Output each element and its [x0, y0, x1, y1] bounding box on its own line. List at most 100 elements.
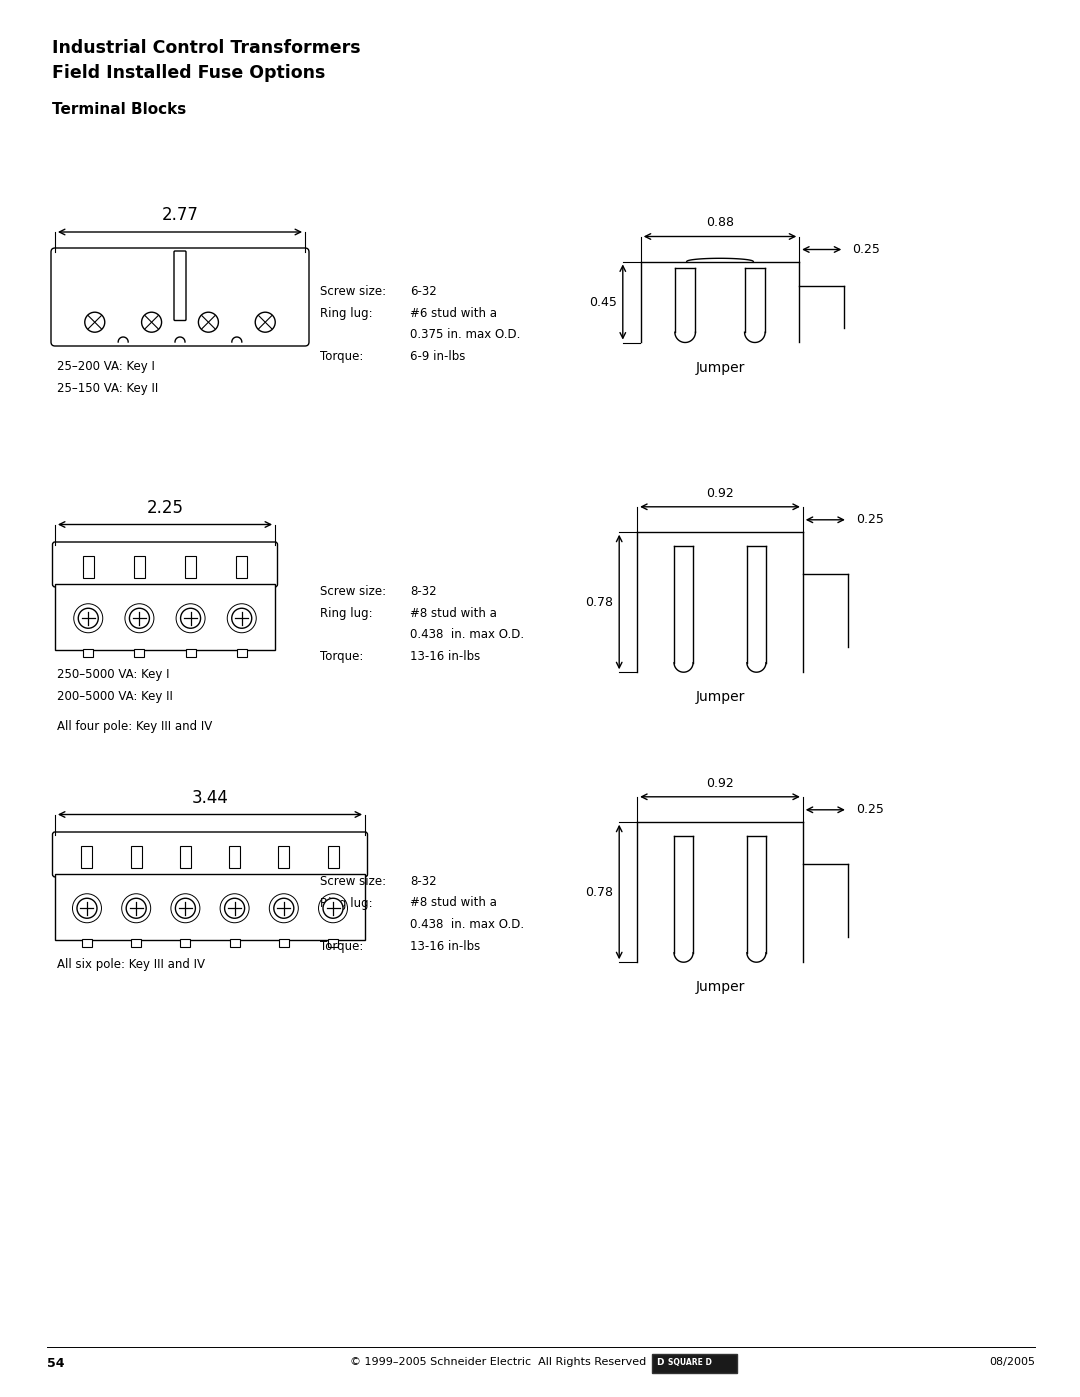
Text: 0.25: 0.25	[852, 243, 880, 256]
Text: 0.438  in. max O.D.: 0.438 in. max O.D.	[410, 629, 524, 641]
Text: 6-32: 6-32	[410, 285, 436, 298]
Text: 0.92: 0.92	[706, 486, 734, 500]
Circle shape	[269, 894, 298, 923]
Text: 6-9 in-lbs: 6-9 in-lbs	[410, 349, 465, 362]
Text: 0.45: 0.45	[589, 296, 617, 309]
Circle shape	[319, 894, 348, 923]
Text: 08/2005: 08/2005	[989, 1356, 1035, 1368]
Text: #8 stud with a: #8 stud with a	[410, 606, 497, 619]
Text: Torque:: Torque:	[320, 349, 363, 362]
Circle shape	[255, 312, 275, 332]
Circle shape	[77, 898, 97, 918]
Circle shape	[199, 312, 218, 332]
Text: 0.438  in. max O.D.: 0.438 in. max O.D.	[410, 918, 524, 930]
Text: 3.44: 3.44	[191, 788, 229, 806]
Circle shape	[73, 604, 103, 633]
FancyBboxPatch shape	[174, 251, 186, 320]
Text: 2.25: 2.25	[147, 499, 184, 517]
Text: Jumper: Jumper	[696, 360, 745, 374]
Bar	[131, 847, 141, 869]
Circle shape	[171, 894, 200, 923]
Text: 200–5000 VA: Key II: 200–5000 VA: Key II	[57, 690, 173, 703]
Bar	[180, 939, 190, 947]
Circle shape	[130, 608, 149, 629]
FancyBboxPatch shape	[51, 249, 309, 346]
Text: Screw size:: Screw size:	[320, 285, 387, 298]
Bar	[131, 939, 141, 947]
Bar	[230, 939, 240, 947]
Bar	[81, 847, 93, 869]
Text: 0.78: 0.78	[585, 886, 613, 898]
Circle shape	[225, 898, 244, 918]
Text: 54: 54	[48, 1356, 65, 1370]
Text: Terminal Blocks: Terminal Blocks	[52, 102, 186, 117]
Circle shape	[274, 898, 294, 918]
Text: 13-16 in-lbs: 13-16 in-lbs	[410, 650, 481, 662]
Text: 8-32: 8-32	[410, 585, 436, 598]
Bar	[652, 1354, 737, 1373]
Circle shape	[78, 608, 98, 629]
Bar	[186, 648, 195, 657]
Text: Screw size:: Screw size:	[320, 585, 387, 598]
Text: 0.25: 0.25	[855, 513, 883, 527]
Text: All six pole: Key III and IV: All six pole: Key III and IV	[57, 957, 205, 971]
Text: Torque:: Torque:	[320, 650, 363, 662]
Bar	[55, 875, 365, 940]
Text: Jumper: Jumper	[696, 690, 745, 704]
Text: 0.88: 0.88	[706, 217, 734, 229]
Circle shape	[72, 894, 102, 923]
Text: 25–150 VA: Key II: 25–150 VA: Key II	[57, 381, 159, 395]
Circle shape	[220, 894, 249, 923]
Text: 2.77: 2.77	[162, 205, 199, 224]
Text: #8 stud with a: #8 stud with a	[410, 897, 497, 909]
Circle shape	[232, 608, 252, 629]
Text: Ring lug:: Ring lug:	[320, 306, 373, 320]
Text: 0.25: 0.25	[855, 803, 883, 816]
Bar	[327, 847, 338, 869]
Text: Ring lug:: Ring lug:	[320, 606, 373, 619]
Circle shape	[141, 312, 162, 332]
Circle shape	[175, 898, 195, 918]
Circle shape	[126, 898, 146, 918]
Text: Ring lug:: Ring lug:	[320, 897, 373, 909]
Circle shape	[176, 604, 205, 633]
Bar	[83, 556, 94, 578]
Bar	[279, 847, 289, 869]
Text: 0.78: 0.78	[585, 595, 613, 609]
Bar	[237, 556, 247, 578]
Circle shape	[84, 312, 105, 332]
FancyBboxPatch shape	[53, 833, 367, 877]
Text: Torque:: Torque:	[320, 940, 363, 953]
Bar	[185, 556, 197, 578]
Text: 8-32: 8-32	[410, 875, 436, 888]
Text: Industrial Control Transformers: Industrial Control Transformers	[52, 39, 361, 57]
Bar	[180, 847, 191, 869]
Bar	[134, 648, 145, 657]
Circle shape	[227, 604, 256, 633]
Bar	[229, 847, 240, 869]
Text: Jumper: Jumper	[696, 981, 745, 995]
Text: 0.92: 0.92	[706, 777, 734, 789]
Bar	[83, 648, 93, 657]
FancyBboxPatch shape	[53, 542, 278, 587]
Text: 13-16 in-lbs: 13-16 in-lbs	[410, 940, 481, 953]
Text: #6 stud with a: #6 stud with a	[410, 306, 497, 320]
Text: 0.375 in. max O.D.: 0.375 in. max O.D.	[410, 328, 521, 341]
Circle shape	[122, 894, 151, 923]
Bar	[55, 584, 275, 650]
Text: D: D	[656, 1358, 663, 1368]
Circle shape	[125, 604, 154, 633]
Text: Field Installed Fuse Options: Field Installed Fuse Options	[52, 64, 325, 82]
Text: Screw size:: Screw size:	[320, 875, 387, 888]
Bar	[82, 939, 92, 947]
Bar	[237, 648, 246, 657]
Text: 25–200 VA: Key I: 25–200 VA: Key I	[57, 360, 154, 373]
Bar	[328, 939, 338, 947]
Text: All four pole: Key III and IV: All four pole: Key III and IV	[57, 719, 213, 732]
Text: 250–5000 VA: Key I: 250–5000 VA: Key I	[57, 668, 170, 680]
Circle shape	[180, 608, 201, 629]
Text: SQUARE D: SQUARE D	[669, 1358, 712, 1368]
Circle shape	[323, 898, 343, 918]
Text: © 1999–2005 Schneider Electric  All Rights Reserved: © 1999–2005 Schneider Electric All Right…	[350, 1356, 646, 1368]
Bar	[279, 939, 288, 947]
